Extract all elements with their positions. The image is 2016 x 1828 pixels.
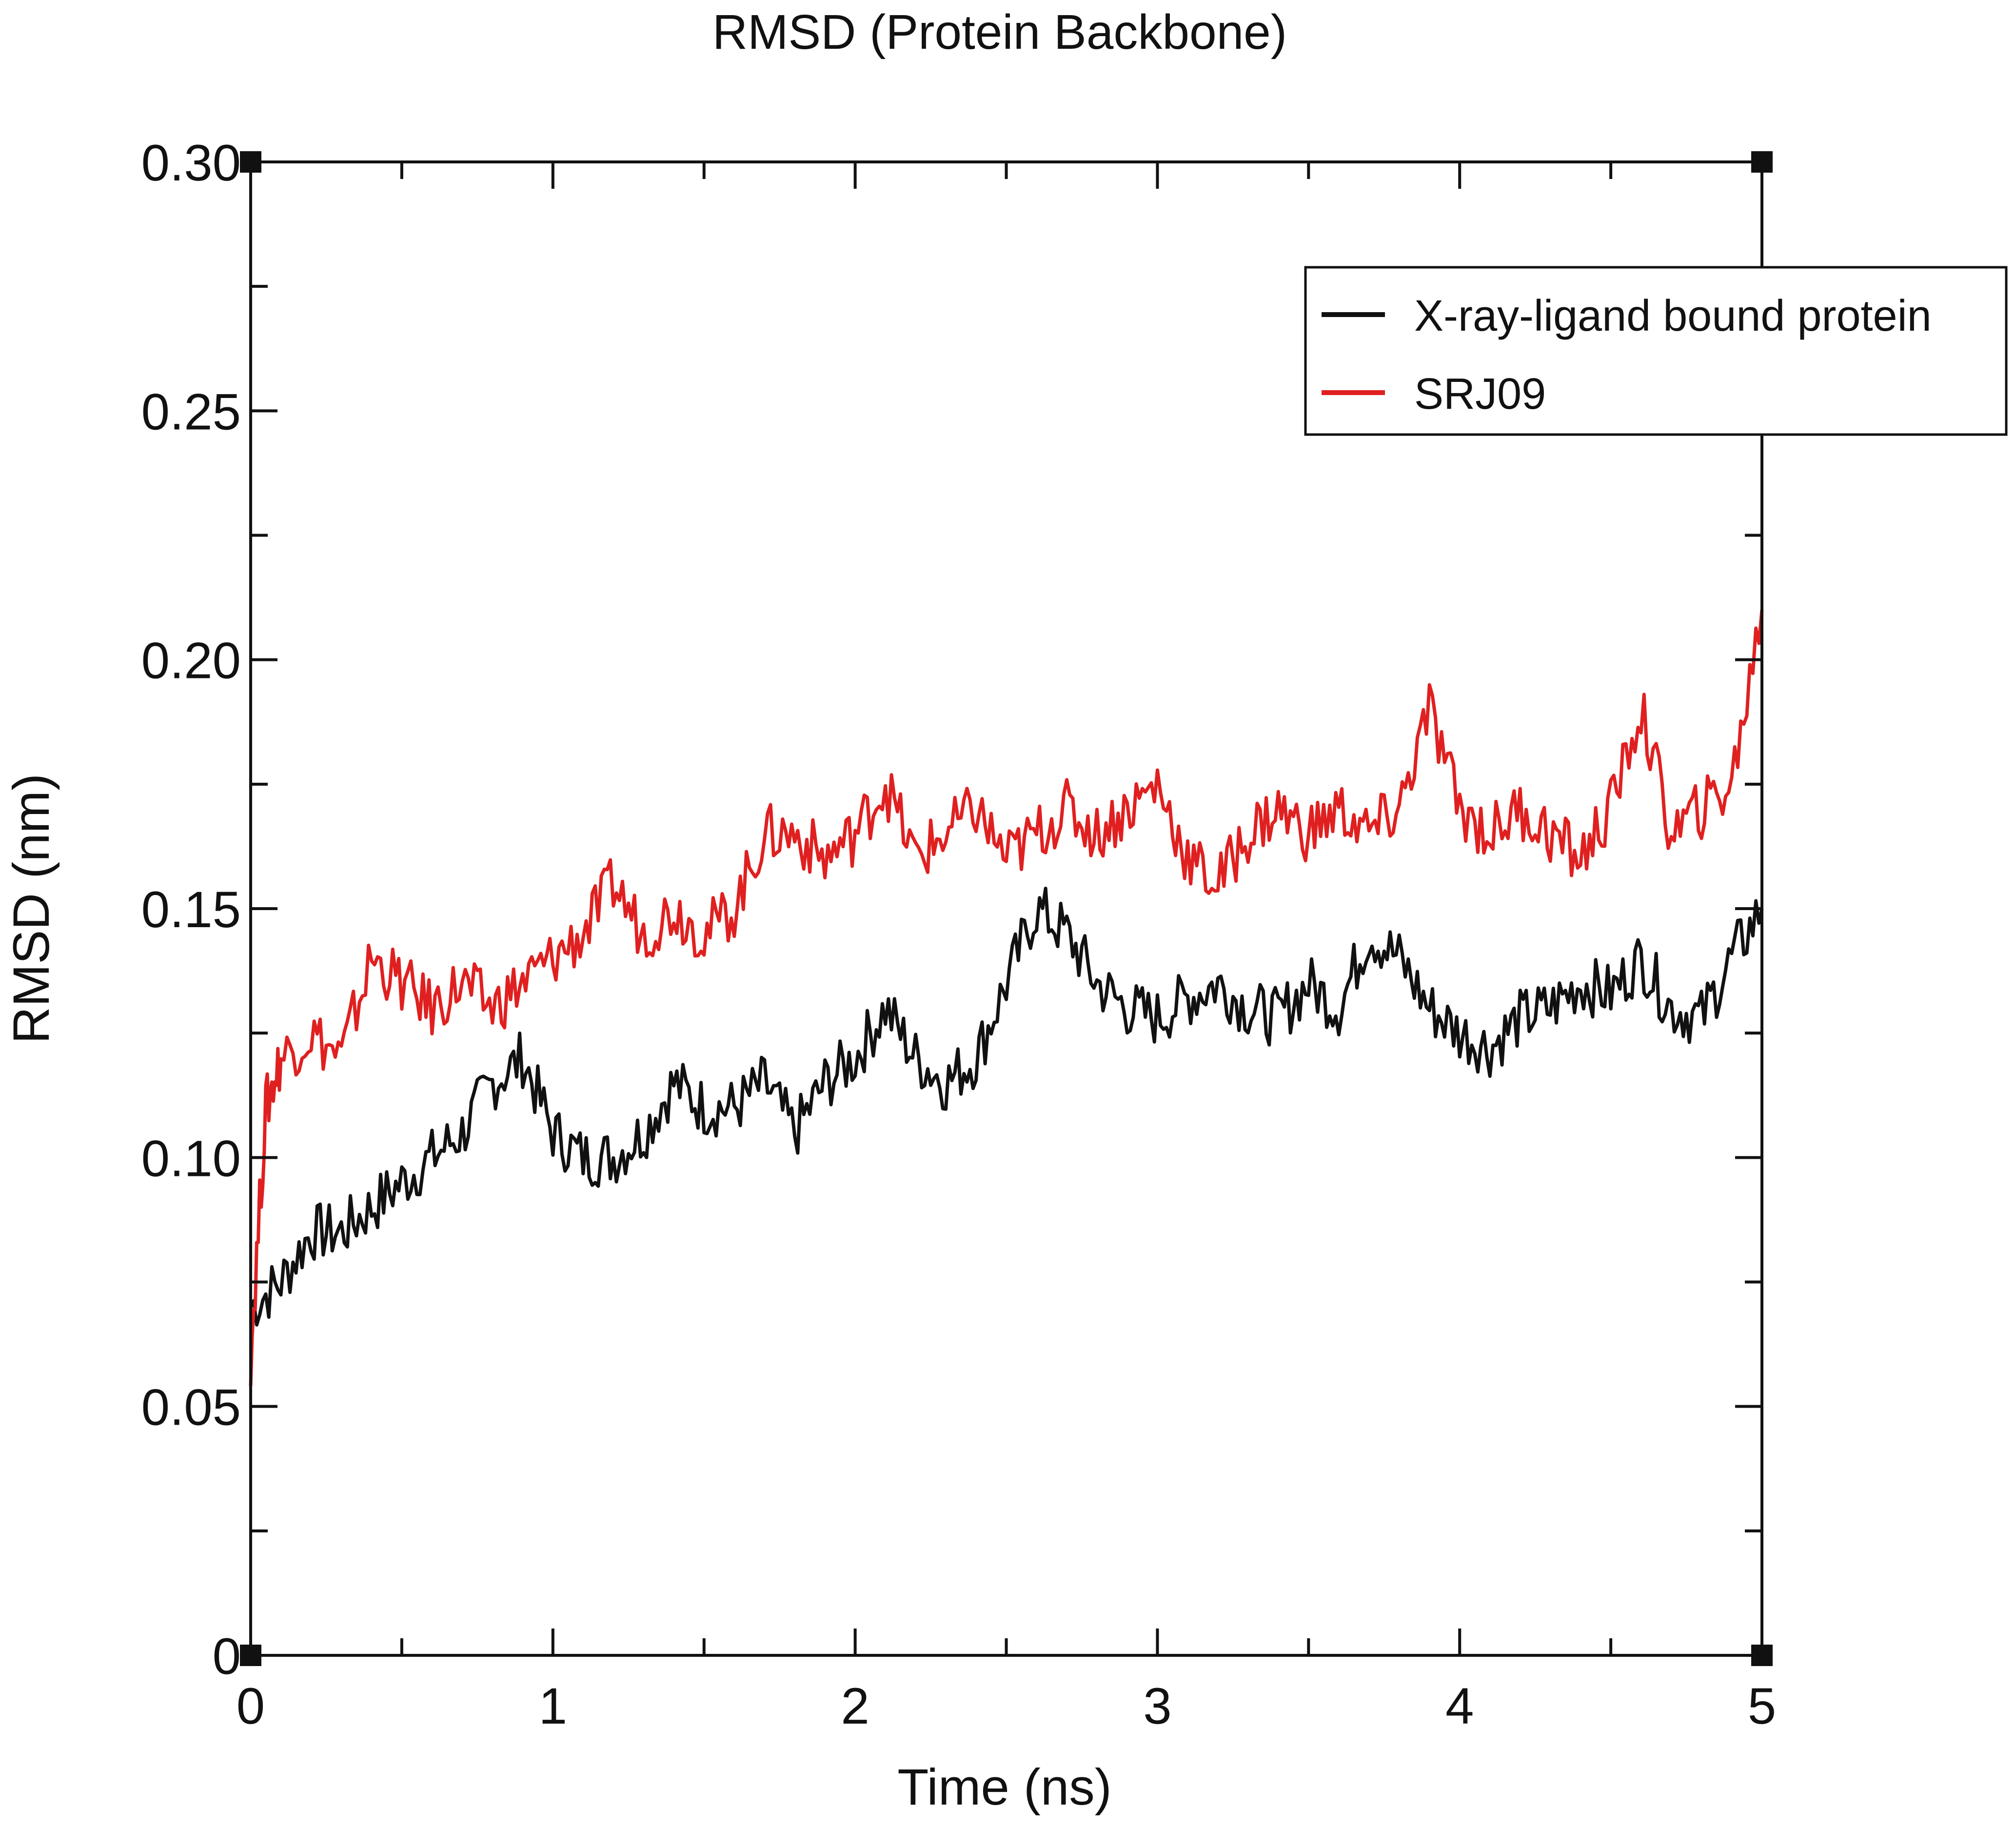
corner-marker <box>1751 151 1773 173</box>
x-tick-label: 0 <box>237 1678 265 1735</box>
y-tick-label: 0.15 <box>141 881 241 938</box>
y-tick-label: 0.25 <box>141 383 241 440</box>
legend-label-0: X-ray-ligand bound protein <box>1414 292 1932 340</box>
legend-label-1: SRJ09 <box>1414 370 1546 418</box>
x-tick-label: 1 <box>539 1678 567 1735</box>
x-tick-label: 5 <box>1748 1678 1776 1735</box>
series-line-1 <box>249 610 1764 1386</box>
x-tick-label: 3 <box>1143 1678 1171 1735</box>
y-tick-label: 0.05 <box>141 1379 241 1436</box>
series-line-0 <box>249 886 1764 1327</box>
legend: X-ray-ligand bound protein SRJ09 <box>1304 266 2008 436</box>
corner-marker <box>1751 1645 1773 1666</box>
y-tick-label: 0.30 <box>141 135 241 192</box>
x-tick-label: 4 <box>1445 1678 1474 1735</box>
x-tick-label: 2 <box>841 1678 869 1735</box>
corner-marker <box>240 1645 261 1666</box>
y-tick-label: 0.10 <box>141 1130 241 1187</box>
chart-title: RMSD (Protein Backbone) <box>712 5 1287 60</box>
y-tick-label: 0 <box>213 1628 241 1685</box>
y-axis-label: RMSD (nm) <box>3 774 60 1044</box>
x-axis-label: Time (ns) <box>897 1759 1111 1816</box>
y-tick-label: 0.20 <box>141 633 241 690</box>
legend-box <box>1304 266 2008 436</box>
corner-marker <box>240 151 261 173</box>
